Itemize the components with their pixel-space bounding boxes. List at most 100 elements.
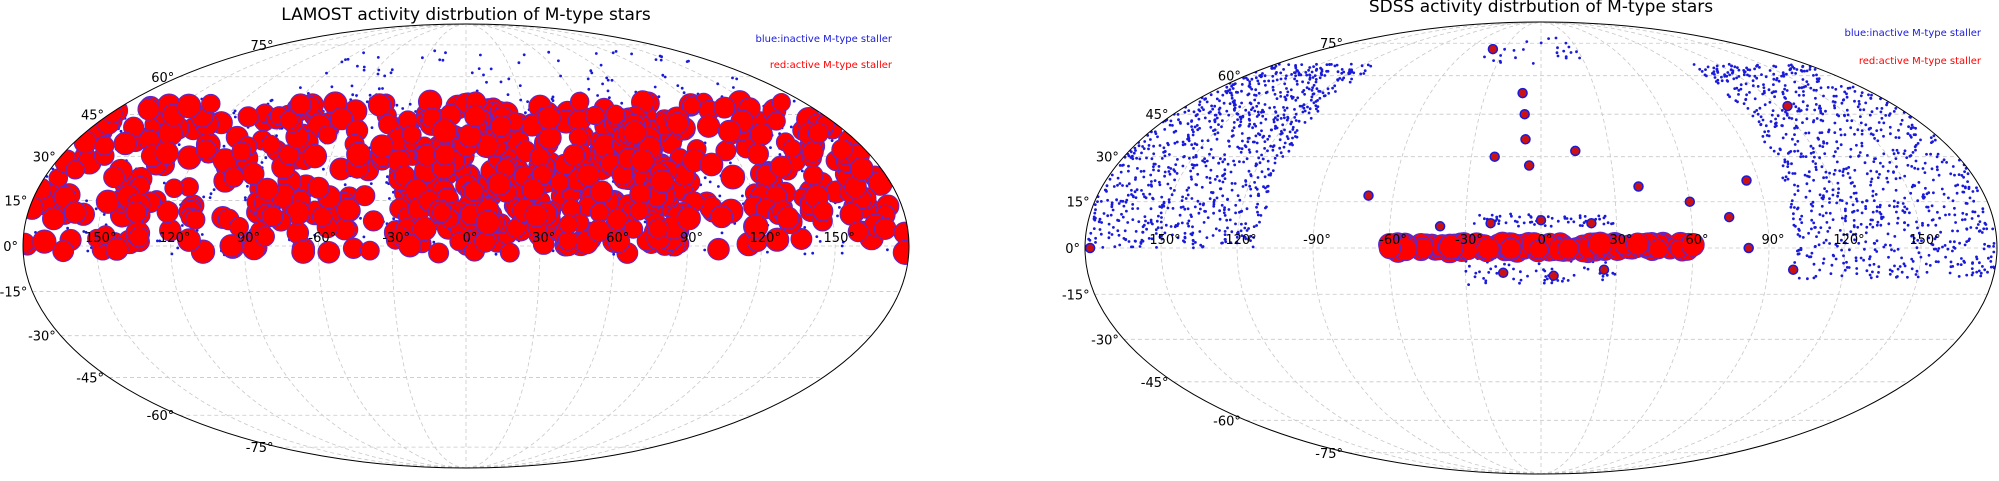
inactive-star-point [1796, 139, 1800, 143]
inactive-star-point [1882, 245, 1886, 249]
inactive-star-point [1362, 72, 1366, 75]
active-star-point [499, 242, 520, 263]
lat-tick-label: -15° [1062, 288, 1090, 303]
inactive-star-point [518, 84, 522, 87]
active-star-point [432, 202, 452, 223]
inactive-star-point [1791, 137, 1794, 141]
inactive-star-point [1338, 77, 1342, 80]
inactive-star-point [1499, 61, 1502, 64]
inactive-star-point [1522, 221, 1526, 225]
inactive-star-point [1602, 222, 1606, 226]
inactive-star-point [1844, 207, 1847, 211]
inactive-star-point [1139, 242, 1143, 245]
inactive-star-point [1843, 268, 1847, 272]
inactive-star-point [1869, 169, 1873, 173]
inactive-star-point [1851, 203, 1855, 207]
inactive-star-point [1975, 257, 1979, 261]
inactive-star-point [1905, 156, 1909, 160]
inactive-star-point [1775, 124, 1778, 128]
inactive-star-point [1290, 97, 1294, 100]
inactive-star-point [1868, 222, 1872, 226]
active-star-point [475, 209, 501, 235]
inactive-star-point [1977, 269, 1981, 273]
inactive-star-point [1094, 236, 1097, 240]
inactive-star-point [1326, 87, 1330, 91]
inactive-star-point [1876, 220, 1880, 224]
inactive-star-point [1878, 172, 1881, 176]
lat-tick-label: -30° [1091, 333, 1119, 348]
inactive-star-point [1855, 143, 1858, 147]
inactive-star-point [1228, 88, 1232, 91]
inactive-star-point [1180, 221, 1184, 225]
inactive-star-point [1983, 268, 1987, 272]
inactive-star-point [1790, 71, 1794, 75]
inactive-star-point [1208, 181, 1212, 185]
inactive-star-point [1285, 87, 1288, 90]
inactive-star-point [1737, 68, 1741, 72]
inactive-star-point [1209, 168, 1213, 172]
inactive-star-point [735, 77, 739, 81]
inactive-star-point [1290, 73, 1293, 76]
inactive-star-point [1873, 157, 1876, 161]
inactive-star-point [1909, 191, 1913, 195]
inactive-star-point [1864, 207, 1868, 211]
inactive-star-point [362, 51, 365, 55]
inactive-star-point [1760, 73, 1763, 76]
inactive-star-point [1183, 235, 1187, 239]
inactive-star-point [1089, 231, 1093, 235]
inactive-star-point [1211, 234, 1215, 237]
inactive-star-point [1198, 100, 1202, 104]
inactive-star-point [1989, 265, 1993, 269]
inactive-star-point [1960, 257, 1963, 260]
inactive-star-point [1963, 218, 1967, 221]
inactive-star-point [1822, 257, 1826, 261]
inactive-star-point [1858, 108, 1862, 112]
inactive-star-point [1149, 138, 1152, 141]
inactive-star-point [1285, 74, 1288, 78]
inactive-star-point [1698, 67, 1702, 71]
inactive-star-point [1802, 93, 1805, 97]
inactive-star-point [1942, 158, 1946, 162]
inactive-star-point [1802, 90, 1805, 93]
active-star-point [803, 165, 824, 186]
lat-tick-label: 15° [4, 195, 27, 210]
inactive-star-point [1975, 226, 1979, 230]
inactive-star-point [1289, 88, 1293, 92]
inactive-star-point [86, 249, 90, 253]
inactive-star-point [1917, 181, 1921, 184]
inactive-star-point [1864, 231, 1868, 235]
inactive-star-point [1303, 92, 1306, 96]
inactive-star-point [1816, 136, 1820, 140]
inactive-star-point [1132, 195, 1135, 199]
inactive-star-point [1238, 160, 1241, 164]
inactive-star-point [1179, 206, 1183, 209]
inactive-star-point [1783, 160, 1787, 164]
inactive-star-point [1554, 36, 1558, 40]
inactive-star-point [1111, 208, 1115, 212]
inactive-star-point [1882, 121, 1886, 125]
inactive-star-point [1897, 136, 1901, 140]
active-star-point [433, 143, 457, 166]
inactive-star-point [589, 69, 593, 73]
lon-tick-label: -90° [1303, 233, 1331, 248]
inactive-star-point [1152, 152, 1156, 156]
inactive-star-point [1489, 267, 1493, 271]
inactive-star-point [1921, 221, 1924, 225]
legend-inactive: blue:inactive M-type staller [1844, 28, 1981, 39]
inactive-star-point [1478, 270, 1481, 274]
inactive-star-point [1814, 103, 1818, 106]
active-star-cluster [1598, 264, 1610, 275]
inactive-star-point [1205, 175, 1209, 179]
lon-tick-label: 150° [1149, 233, 1180, 248]
inactive-star-point [1863, 247, 1866, 251]
inactive-star-point [1232, 103, 1236, 107]
inactive-star-point [1349, 62, 1353, 66]
inactive-star-point [1839, 127, 1842, 131]
inactive-star-point [1254, 186, 1258, 190]
inactive-star-point [1157, 165, 1161, 168]
inactive-star-point [1223, 233, 1227, 237]
inactive-star-point [1896, 267, 1900, 271]
inactive-star-point [1307, 68, 1310, 72]
inactive-star-point [1911, 151, 1915, 154]
inactive-star-point [1312, 92, 1316, 96]
